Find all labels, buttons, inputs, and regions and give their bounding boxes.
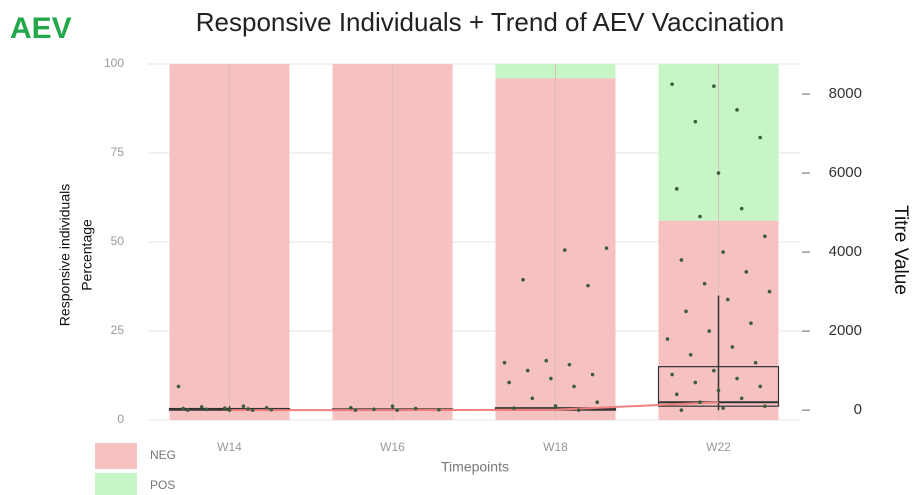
data-point <box>502 360 507 365</box>
y-tick-label: 50 <box>111 234 125 248</box>
data-point <box>223 406 227 410</box>
data-point <box>567 362 572 367</box>
data-point <box>698 400 702 405</box>
data-point <box>525 368 530 373</box>
data-point <box>744 270 749 274</box>
legend-label: POS <box>150 478 175 492</box>
data-point <box>572 384 576 389</box>
data-point <box>521 277 525 282</box>
data-point <box>679 408 684 412</box>
data-point <box>511 406 516 410</box>
chart-title: Responsive Individuals + Trend of AEV Va… <box>196 7 784 37</box>
data-point <box>758 384 763 389</box>
data-point <box>739 396 744 401</box>
data-point <box>721 406 725 410</box>
y-tick-label: 100 <box>104 56 124 70</box>
y-axis-label: Percentage <box>79 219 95 291</box>
trend-line <box>229 401 719 412</box>
data-point <box>749 321 753 325</box>
y2-tick-label: 0 <box>854 401 862 418</box>
data-point <box>721 250 725 254</box>
data-point <box>688 353 693 357</box>
data-point <box>413 406 418 411</box>
data-point <box>674 392 679 397</box>
data-point <box>269 407 274 412</box>
data-point <box>395 408 399 412</box>
data-point <box>670 372 674 377</box>
data-point <box>665 337 670 341</box>
data-point <box>693 119 698 124</box>
data-point <box>390 404 395 408</box>
data-point <box>716 171 721 175</box>
y2-tick-label: 2000 <box>829 322 862 339</box>
y-tick-label: 75 <box>111 145 125 159</box>
data-point <box>712 368 716 373</box>
data-point <box>544 358 549 363</box>
data-point <box>684 309 688 314</box>
x-axis-label: Timepoints <box>441 459 509 475</box>
data-point <box>712 84 716 88</box>
legend-swatch <box>95 443 137 469</box>
data-point <box>199 405 204 409</box>
y-axis-label: Responsive individuals <box>57 184 73 326</box>
data-point <box>670 82 674 86</box>
data-point <box>753 360 758 365</box>
data-point <box>735 376 739 381</box>
x-tick-label: W16 <box>380 440 405 454</box>
data-point <box>507 380 511 385</box>
data-point <box>763 404 767 408</box>
box-body <box>657 366 780 407</box>
data-point <box>372 407 376 412</box>
data-point <box>553 404 558 408</box>
data-point <box>707 329 712 333</box>
data-point <box>204 407 209 412</box>
data-point <box>264 405 269 410</box>
data-point <box>716 388 721 393</box>
data-point <box>176 384 181 389</box>
y-tick-label: 25 <box>111 323 125 337</box>
data-point <box>576 408 581 412</box>
data-point <box>549 376 553 381</box>
y2-tick-label: 6000 <box>829 164 862 181</box>
data-point <box>227 408 232 412</box>
data-point <box>679 258 684 262</box>
data-point <box>181 406 185 411</box>
x-tick-label: W14 <box>217 440 242 454</box>
data-point <box>698 214 702 219</box>
legend-swatch <box>95 473 137 495</box>
y2-tick-label: 8000 <box>829 85 862 102</box>
data-point <box>739 206 744 211</box>
data-point <box>725 297 730 302</box>
data-point <box>693 380 698 385</box>
data-point <box>250 408 255 412</box>
data-point <box>595 400 600 405</box>
data-point <box>241 404 246 408</box>
y-tick-label: 0 <box>117 412 124 426</box>
data-point <box>758 135 763 140</box>
data-point <box>702 281 707 286</box>
legend-label: NEG <box>150 448 176 462</box>
data-point <box>562 248 567 252</box>
corner-label: AEV <box>10 12 72 45</box>
data-point <box>590 372 595 377</box>
data-point <box>735 108 739 112</box>
data-point <box>767 289 772 294</box>
data-point <box>348 405 353 410</box>
data-point <box>730 345 735 349</box>
data-point <box>437 407 441 412</box>
data-point <box>674 187 679 191</box>
data-point <box>246 407 250 411</box>
y2-axis-label: Titre Value <box>890 205 911 295</box>
data-point <box>604 246 609 250</box>
x-tick-label: W18 <box>543 440 568 454</box>
data-point <box>185 408 190 412</box>
data-point <box>530 396 535 401</box>
y2-tick-label: 4000 <box>829 243 862 260</box>
data-point <box>586 283 590 288</box>
x-tick-label: W22 <box>706 440 731 454</box>
data-point <box>763 234 767 239</box>
data-point <box>353 408 358 412</box>
